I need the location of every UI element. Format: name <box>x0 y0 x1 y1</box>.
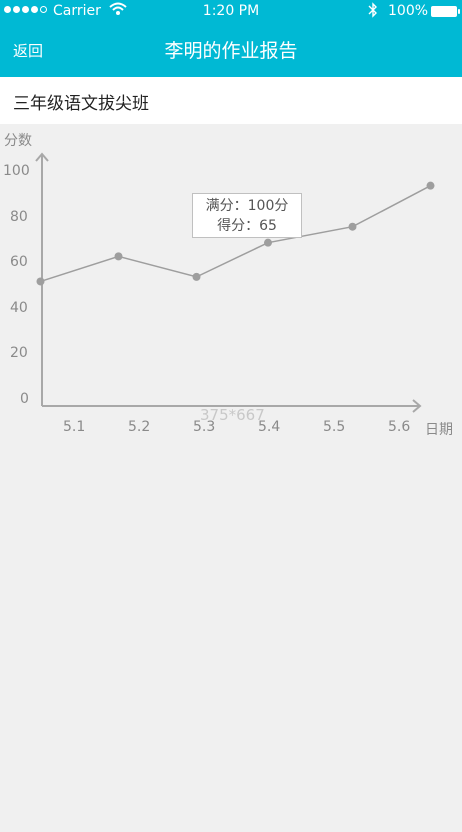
data-point <box>193 273 201 281</box>
status-bar: Carrier 1:20 PM 100% <box>0 0 462 24</box>
score-chart: 分数 日期 375*667 满分：100分 得分：65 0 20 40 60 80 100… <box>0 124 462 454</box>
x-tick-label: 5.2 <box>128 419 150 435</box>
tooltip-full-score: 满分：100分 <box>193 196 301 216</box>
data-point <box>37 277 45 285</box>
x-tick-label: 5.6 <box>388 419 410 435</box>
y-tick-label: 0 <box>20 391 29 407</box>
x-tick-label: 5.4 <box>258 419 280 435</box>
data-point <box>427 182 435 190</box>
y-tick-label: 100 <box>3 163 30 179</box>
y-tick-label: 60 <box>10 254 28 270</box>
chart-tooltip: 满分：100分 得分：65 <box>192 193 302 238</box>
battery-icon <box>431 6 457 17</box>
chart-canvas <box>0 124 462 454</box>
bluetooth-icon <box>368 1 378 23</box>
x-tick-label: 5.1 <box>63 419 85 435</box>
class-header: 三年级语文拔尖班 <box>0 77 462 124</box>
battery-percent: 100% <box>388 3 428 19</box>
data-point <box>264 239 272 247</box>
data-point <box>349 223 357 231</box>
tooltip-score: 得分：65 <box>193 216 301 236</box>
y-tick-label: 40 <box>10 300 28 316</box>
x-axis-label: 日期 <box>425 419 453 439</box>
data-point <box>115 252 123 260</box>
header: Carrier 1:20 PM 100% 返回 李明的作业报告 <box>0 0 462 77</box>
y-axis-label: 分数 <box>4 130 32 150</box>
x-tick-label: 5.3 <box>193 419 215 435</box>
class-name: 三年级语文拔尖班 <box>13 89 149 114</box>
y-tick-label: 80 <box>10 209 28 225</box>
navigation-bar: 返回 李明的作业报告 <box>0 24 462 76</box>
x-tick-label: 5.5 <box>323 419 345 435</box>
y-tick-label: 20 <box>10 345 28 361</box>
page-title: 李明的作业报告 <box>0 36 462 63</box>
